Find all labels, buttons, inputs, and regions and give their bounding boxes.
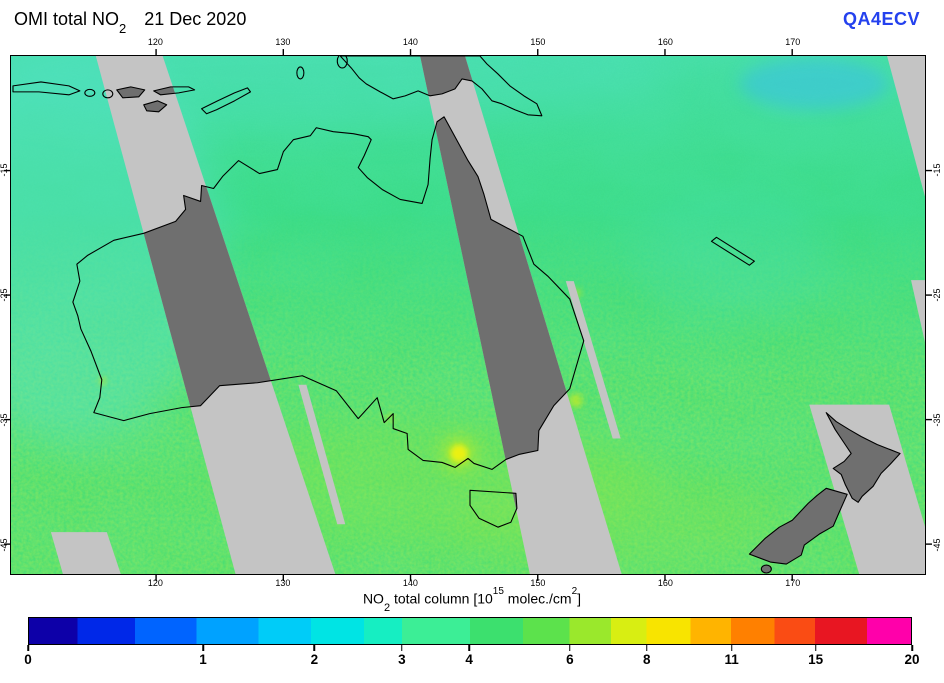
colorbar-label-no: NO	[362, 590, 384, 607]
lon-tick-label: 120	[147, 578, 163, 588]
colorbar-tick-label: 20	[904, 652, 920, 667]
timor-coastline	[201, 87, 252, 115]
lat-tick-label: -15	[932, 163, 942, 177]
colorbar-tick	[730, 645, 733, 651]
lon-tick-label: 170	[785, 37, 801, 47]
colorbar-tick-label: 4	[465, 652, 473, 667]
lat-tick-label: -45	[932, 538, 942, 552]
colorbar	[28, 617, 912, 645]
sumba-coastline	[143, 100, 168, 113]
hotspot-perth	[98, 376, 107, 385]
hotspot-sydney	[568, 393, 583, 408]
tanimbar-coastline	[296, 66, 305, 80]
orbit-gap-sliver-southwest	[50, 532, 121, 574]
map-frame-ticks	[4, 49, 932, 581]
colorbar-tick-label: 3	[398, 652, 406, 667]
lon-tick-label: 160	[657, 37, 673, 47]
tasmania-coastline	[469, 489, 518, 528]
colorbar-tick-label: 1	[199, 652, 207, 667]
no2-map-plot	[4, 49, 932, 581]
lombok-coastline	[102, 89, 114, 99]
colorbar-label-mid: total column [10	[390, 590, 493, 607]
colorbar-tick	[646, 645, 648, 651]
sumbawa-coastline	[116, 86, 146, 99]
colorbar-tick	[202, 645, 204, 651]
colorbar-tick-label: 8	[643, 652, 651, 667]
colorbar-label-exp2: 2	[571, 585, 578, 597]
orbit-gap-stripe-northeast	[887, 56, 925, 197]
lon-tick-label: 170	[785, 578, 801, 588]
lon-tick-label: 150	[530, 37, 546, 47]
lon-tick-label: 130	[275, 37, 291, 47]
colorbar-label-end: ]	[577, 590, 582, 607]
orbit-gap-sliver-tasman	[565, 281, 621, 439]
colorbar-tick-label: 11	[724, 652, 739, 667]
new-guinea-coastline	[339, 56, 543, 117]
australia-coastline	[72, 116, 585, 470]
colorbar-label-sub: 2	[383, 601, 391, 614]
orbit-gap-sliver-bight	[298, 384, 346, 525]
lon-tick-label: 140	[402, 37, 418, 47]
lon-tick-label: 120	[147, 37, 163, 47]
hotspot-band-southeast	[450, 476, 790, 569]
lat-tick-label: -25	[932, 288, 942, 302]
colorbar-label-unit: molec./cm	[503, 590, 572, 607]
lon-tick-label: 150	[530, 578, 546, 588]
plot-title: OMI total NO2 21 Dec 2020	[14, 9, 247, 37]
colorbar-tick	[313, 645, 316, 651]
plot-title-subscript: 2	[119, 21, 127, 37]
hotspot-adelaide	[386, 413, 395, 422]
new-zealand	[748, 412, 901, 574]
colorbar-tick	[468, 645, 470, 651]
bali-coastline	[84, 88, 96, 97]
colorbar-tick	[401, 645, 403, 651]
colorbar-tick	[814, 645, 817, 651]
java-coastline	[12, 81, 81, 96]
colorbar-tick-label: 15	[808, 652, 824, 667]
nz-south-island	[748, 487, 848, 565]
colorbar-label-exp: 15	[492, 585, 504, 597]
new-caledonia-coastline	[710, 236, 755, 266]
qa4ecv-logo: QA4ECV	[842, 9, 920, 29]
plot-title-text: OMI total NO	[14, 9, 120, 29]
colorbar-tick-label: 0	[24, 652, 32, 667]
colorbar-tick	[27, 645, 29, 651]
longitude-axis-top: 120 130 140 150 160 170	[10, 37, 926, 50]
nz-north-island	[825, 412, 901, 503]
hotspot-melbourne	[450, 444, 468, 463]
lon-tick-label: 160	[657, 578, 673, 588]
lat-tick-label: -35	[932, 413, 942, 427]
lon-tick-label: 130	[275, 578, 291, 588]
coastlines	[12, 56, 755, 528]
cyan-patch-east	[629, 190, 830, 320]
colorbar-ticks: 0 1 2 3 4 6 8 11 15 20	[24, 645, 920, 673]
flores-coastline	[153, 86, 196, 96]
latitude-axis-left: -15 -25 -35 -45	[0, 55, 10, 575]
stewart-island	[760, 564, 772, 574]
blue-patch-northeast	[739, 57, 890, 110]
colorbar-tick	[569, 645, 571, 651]
colorbar-tick-label: 6	[566, 652, 574, 667]
plot-date: 21 Dec 2020	[144, 9, 247, 29]
lat-tick-label: -45	[0, 538, 9, 552]
map-frame	[4, 49, 932, 581]
colorbar-tick	[911, 645, 913, 651]
latitude-axis-right: -15 -25 -35 -45	[931, 55, 943, 575]
lon-tick-label: 140	[402, 578, 418, 588]
aru-coastline	[336, 56, 348, 69]
colorbar-label: NO2 total column [1015 molec./cm2]	[0, 586, 944, 614]
colorbar-tick-label: 2	[310, 652, 319, 667]
longitude-axis-bottom: 120 130 140 150 160 170	[10, 578, 926, 591]
